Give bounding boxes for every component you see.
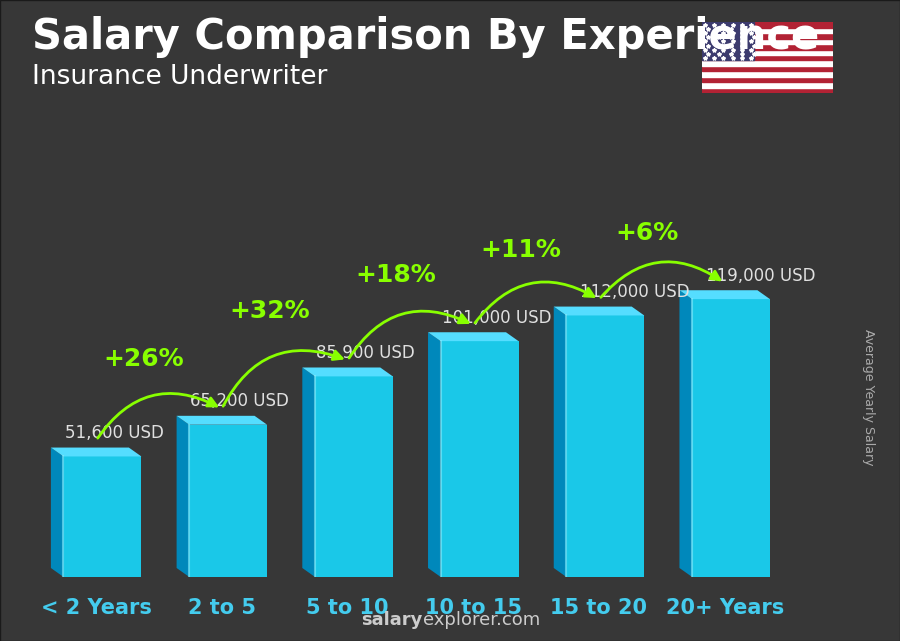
Bar bbox=[702, 33, 832, 38]
Bar bbox=[702, 55, 832, 60]
Polygon shape bbox=[51, 447, 64, 577]
Text: 101,000 USD: 101,000 USD bbox=[442, 309, 552, 327]
Bar bbox=[702, 88, 832, 93]
Text: 10 to 15: 10 to 15 bbox=[425, 598, 522, 619]
Text: 85,900 USD: 85,900 USD bbox=[316, 344, 415, 362]
Text: 2 to 5: 2 to 5 bbox=[188, 598, 256, 619]
Text: explorer.com: explorer.com bbox=[423, 612, 540, 629]
Text: +32%: +32% bbox=[230, 299, 310, 322]
Text: +6%: +6% bbox=[615, 221, 679, 246]
Polygon shape bbox=[680, 290, 692, 577]
Polygon shape bbox=[428, 332, 441, 577]
Polygon shape bbox=[64, 456, 141, 577]
Text: Salary Comparison By Experience: Salary Comparison By Experience bbox=[32, 16, 819, 58]
Polygon shape bbox=[554, 306, 566, 577]
Bar bbox=[702, 77, 832, 82]
Text: 20+ Years: 20+ Years bbox=[666, 598, 784, 619]
Polygon shape bbox=[692, 299, 770, 577]
Bar bbox=[702, 60, 832, 66]
Polygon shape bbox=[302, 367, 315, 577]
Polygon shape bbox=[554, 306, 644, 315]
Bar bbox=[702, 22, 754, 60]
Polygon shape bbox=[315, 376, 392, 577]
Polygon shape bbox=[51, 447, 141, 456]
Polygon shape bbox=[566, 315, 644, 577]
Bar bbox=[702, 82, 832, 88]
Text: Insurance Underwriter: Insurance Underwriter bbox=[32, 64, 327, 90]
FancyArrowPatch shape bbox=[475, 282, 594, 323]
Text: salary: salary bbox=[362, 612, 423, 629]
Bar bbox=[702, 49, 832, 55]
Bar bbox=[702, 66, 832, 71]
Polygon shape bbox=[428, 332, 518, 341]
Text: Average Yearly Salary: Average Yearly Salary bbox=[862, 329, 875, 465]
FancyArrowPatch shape bbox=[349, 311, 468, 358]
Polygon shape bbox=[302, 367, 392, 376]
Text: +11%: +11% bbox=[481, 238, 562, 262]
Polygon shape bbox=[441, 341, 518, 577]
Text: +18%: +18% bbox=[355, 263, 436, 287]
Text: < 2 Years: < 2 Years bbox=[40, 598, 151, 619]
Polygon shape bbox=[176, 416, 267, 425]
FancyArrowPatch shape bbox=[98, 394, 217, 438]
Text: 119,000 USD: 119,000 USD bbox=[706, 267, 815, 285]
Polygon shape bbox=[176, 416, 189, 577]
Text: 5 to 10: 5 to 10 bbox=[306, 598, 389, 619]
Polygon shape bbox=[189, 425, 267, 577]
Bar bbox=[702, 28, 832, 33]
Bar bbox=[702, 71, 832, 77]
Bar bbox=[702, 38, 832, 44]
Text: 51,600 USD: 51,600 USD bbox=[65, 424, 164, 442]
FancyArrowPatch shape bbox=[223, 351, 342, 406]
Polygon shape bbox=[680, 290, 770, 299]
Text: 65,200 USD: 65,200 USD bbox=[191, 392, 289, 410]
Text: +26%: +26% bbox=[104, 347, 184, 371]
Bar bbox=[702, 22, 832, 28]
FancyArrowPatch shape bbox=[601, 262, 720, 297]
Text: 15 to 20: 15 to 20 bbox=[551, 598, 647, 619]
Bar bbox=[702, 44, 832, 49]
Text: 112,000 USD: 112,000 USD bbox=[580, 283, 689, 301]
